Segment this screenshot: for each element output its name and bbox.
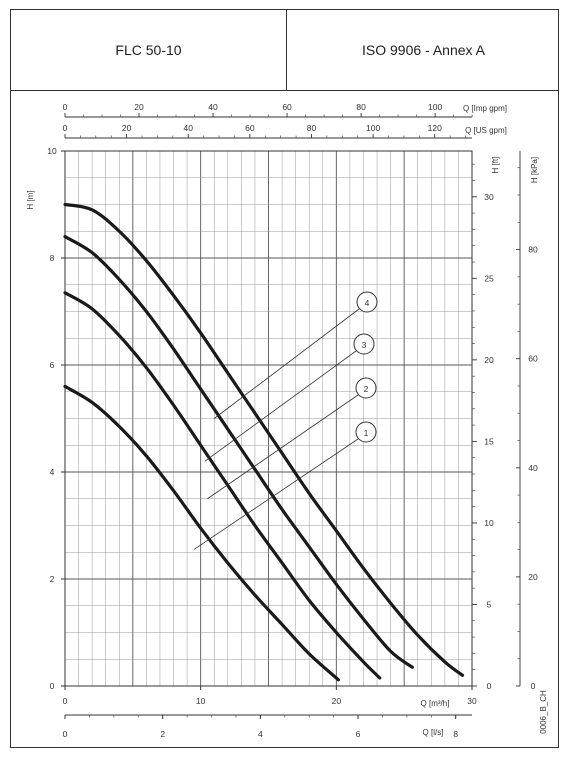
ft-tick-label: 25: [484, 273, 494, 283]
ft-tick-label: 5: [487, 599, 492, 609]
kpa-tick-label: 60: [528, 354, 538, 364]
standard-title: ISO 9906 - Annex A: [362, 42, 485, 58]
imp-tick-label: 100: [428, 102, 442, 112]
y-tick-label: 2: [50, 574, 55, 584]
code-label: 0006_B_CH: [539, 690, 548, 734]
x-tick-label: 0: [63, 696, 68, 706]
x-tick-label: 20: [332, 696, 342, 706]
curve-marker-label-2: 2: [364, 384, 369, 394]
x-tick-label: 10: [196, 696, 206, 706]
curve-marker-label-1: 1: [364, 428, 369, 438]
us-tick-label: 60: [245, 123, 255, 133]
leader-line-2: [207, 394, 359, 500]
plot-frame: [64, 150, 473, 687]
imp-tick-label: 0: [63, 102, 68, 112]
curve-marker-1: [355, 421, 377, 443]
imp-tick-label: 20: [134, 102, 144, 112]
curve-marker-4: [356, 291, 378, 313]
annotations: 1 2 3 4: [193, 291, 378, 550]
ls-tick-label: 2: [160, 729, 165, 739]
kpa-tick-label: 20: [528, 572, 538, 582]
imp-axis-label: Q [Imp gpm]: [463, 104, 507, 113]
kpa-axis-label: H [kPa]: [530, 157, 539, 183]
curve-marker-2: [355, 377, 377, 399]
ft-tick-label: 20: [484, 355, 494, 365]
y-tick-label: 10: [47, 146, 57, 156]
y-tick-label: 4: [50, 467, 55, 477]
us-tick-label: 0: [63, 123, 68, 133]
x-tick-label: 30: [467, 696, 477, 706]
us-tick-label: 40: [184, 123, 194, 133]
leader-line-4: [213, 308, 360, 419]
grid: [64, 150, 473, 687]
curve-marker-label-3: 3: [362, 340, 367, 350]
kpa-tick-label: 40: [528, 463, 538, 473]
curve-4: [63, 202, 465, 677]
leader-line-3: [204, 350, 357, 462]
us-tick-label: 120: [428, 123, 442, 133]
ls-tick-label: 4: [258, 729, 263, 739]
y-axis-label: H [m]: [26, 190, 35, 209]
y-tick-label: 0: [50, 681, 55, 691]
kpa-tick-label: 0: [531, 681, 536, 691]
model-title: FLC 50-10: [11, 10, 287, 90]
imp-tick-label: 60: [282, 102, 292, 112]
header: FLC 50-10 ISO 9906 - Annex A: [11, 10, 558, 91]
curve-1: [63, 384, 340, 682]
ft-tick-label: 30: [484, 192, 494, 202]
curves: [63, 202, 465, 682]
y-tick-label: 8: [50, 253, 55, 263]
ls-axis-label: Q [l/s]: [423, 728, 444, 737]
kpa-tick-label: 80: [528, 245, 538, 255]
us-axis-label: Q [US gpm]: [465, 126, 507, 135]
ft-tick-label: 15: [484, 436, 494, 446]
curve-2: [63, 291, 382, 680]
imp-tick-label: 40: [208, 102, 218, 112]
us-tick-label: 20: [122, 123, 132, 133]
us-tick-label: 80: [307, 123, 317, 133]
leader-line-1: [193, 438, 359, 550]
curve-3: [63, 235, 414, 669]
us-tick-label: 100: [366, 123, 380, 133]
ft-axis-label: H [ft]: [491, 157, 500, 174]
ls-tick-label: 6: [356, 729, 361, 739]
imp-tick-label: 80: [356, 102, 366, 112]
x-axis-label: Q [m³/h]: [421, 699, 450, 708]
ls-tick-label: 0: [63, 729, 68, 739]
y-tick-label: 6: [50, 360, 55, 370]
ft-tick-label: 10: [484, 518, 494, 528]
curve-marker-label-4: 4: [365, 298, 370, 308]
ls-tick-label: 8: [453, 729, 458, 739]
ft-tick-label: 0: [487, 681, 492, 691]
curve-marker-3: [353, 333, 375, 355]
